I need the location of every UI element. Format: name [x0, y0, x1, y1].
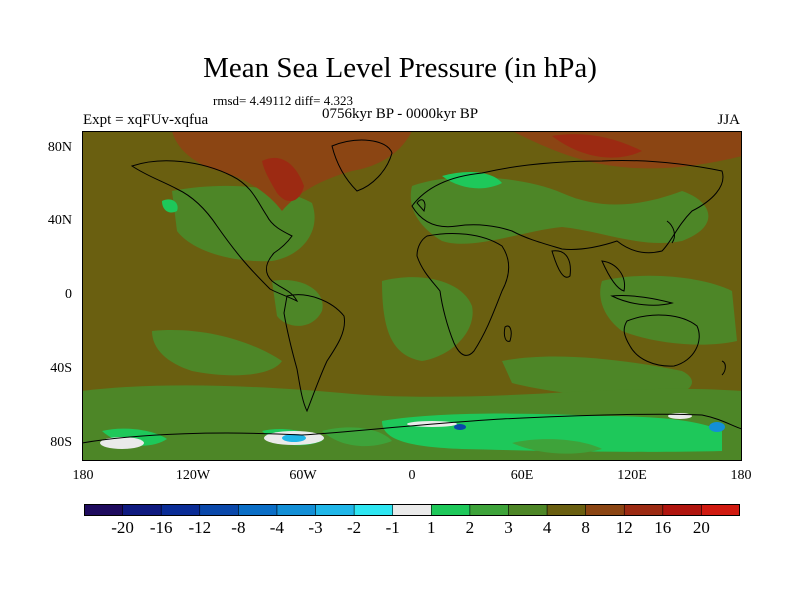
colorbar-swatch-6 [315, 504, 355, 516]
rmsd-diff-stats: rmsd= 4.49112 diff= 4.323 [213, 93, 353, 108]
lon-label-120e: 120E [617, 468, 647, 483]
colorbar-swatch-5 [276, 504, 317, 516]
colorbar-label-12: 8 [581, 518, 590, 537]
experiment-label: Expt = xqFUv-xqfua [83, 112, 209, 128]
colorbar-swatch-2 [160, 504, 201, 516]
colorbar-swatch-7 [353, 504, 394, 516]
lon-label-180e: 180 [730, 468, 752, 483]
colorbar-label-13: 12 [615, 518, 633, 537]
colorbar-swatch-1 [122, 504, 162, 516]
lon-label-180w: 180 [72, 468, 94, 483]
lon-label-60w: 60W [289, 468, 317, 483]
colorbar-label-6: -2 [347, 518, 362, 537]
season-label: JJA [717, 112, 740, 128]
colorbar-label-11: 4 [542, 518, 552, 537]
map-title: Mean Sea Level Pressure (in hPa) [203, 52, 597, 84]
colorbar [84, 504, 740, 516]
colorbar-swatch-13 [585, 504, 626, 516]
period-label: 0756kyr BP - 0000kyr BP [322, 106, 479, 122]
colorbar-label-0: -20 [111, 518, 134, 537]
colorbar-swatch-3 [199, 504, 240, 516]
colorbar-label-9: 2 [465, 518, 475, 537]
lon-label-120w: 120W [175, 468, 211, 483]
colorbar-swatch-15 [662, 504, 703, 516]
colorbar-swatch-4 [238, 504, 278, 516]
colorbar-label-14: 16 [654, 518, 672, 537]
lat-label-80n: 80N [47, 140, 72, 155]
colorbar-label-8: 1 [427, 518, 436, 537]
lon-label-60e: 60E [510, 468, 534, 483]
colorbar-label-15: 20 [692, 518, 710, 537]
lat-label-80s: 80S [50, 435, 72, 450]
lat-label-40s: 40S [50, 361, 72, 376]
colorbar-label-4: -4 [269, 518, 284, 537]
map-frame [82, 131, 742, 461]
colorbar-swatch-12 [546, 504, 587, 516]
pressure-difference-map [82, 131, 742, 461]
lat-label-40n: 40N [47, 213, 72, 228]
lat-label-0: 0 [65, 287, 72, 302]
colorbar-swatch-16 [701, 504, 740, 516]
field-12-to-16 [262, 134, 642, 202]
colorbar-swatch-8 [392, 504, 433, 516]
colorbar-label-5: -3 [308, 518, 323, 537]
colorbar-label-2: -12 [188, 518, 212, 537]
colorbar-swatch-14 [623, 504, 664, 516]
colorbar-label-3: -8 [231, 518, 246, 537]
colorbar-swatch-11 [508, 504, 548, 516]
colorbar-swatch-9 [430, 504, 471, 516]
colorbar-label-7: -1 [385, 518, 400, 537]
coastlines [82, 139, 742, 444]
colorbar-swatch-10 [469, 504, 510, 516]
lon-label-0: 0 [408, 468, 416, 483]
colorbar-label-10: 3 [504, 518, 513, 537]
colorbar-swatch-0 [84, 504, 124, 516]
colorbar-label-1: -16 [149, 518, 173, 537]
